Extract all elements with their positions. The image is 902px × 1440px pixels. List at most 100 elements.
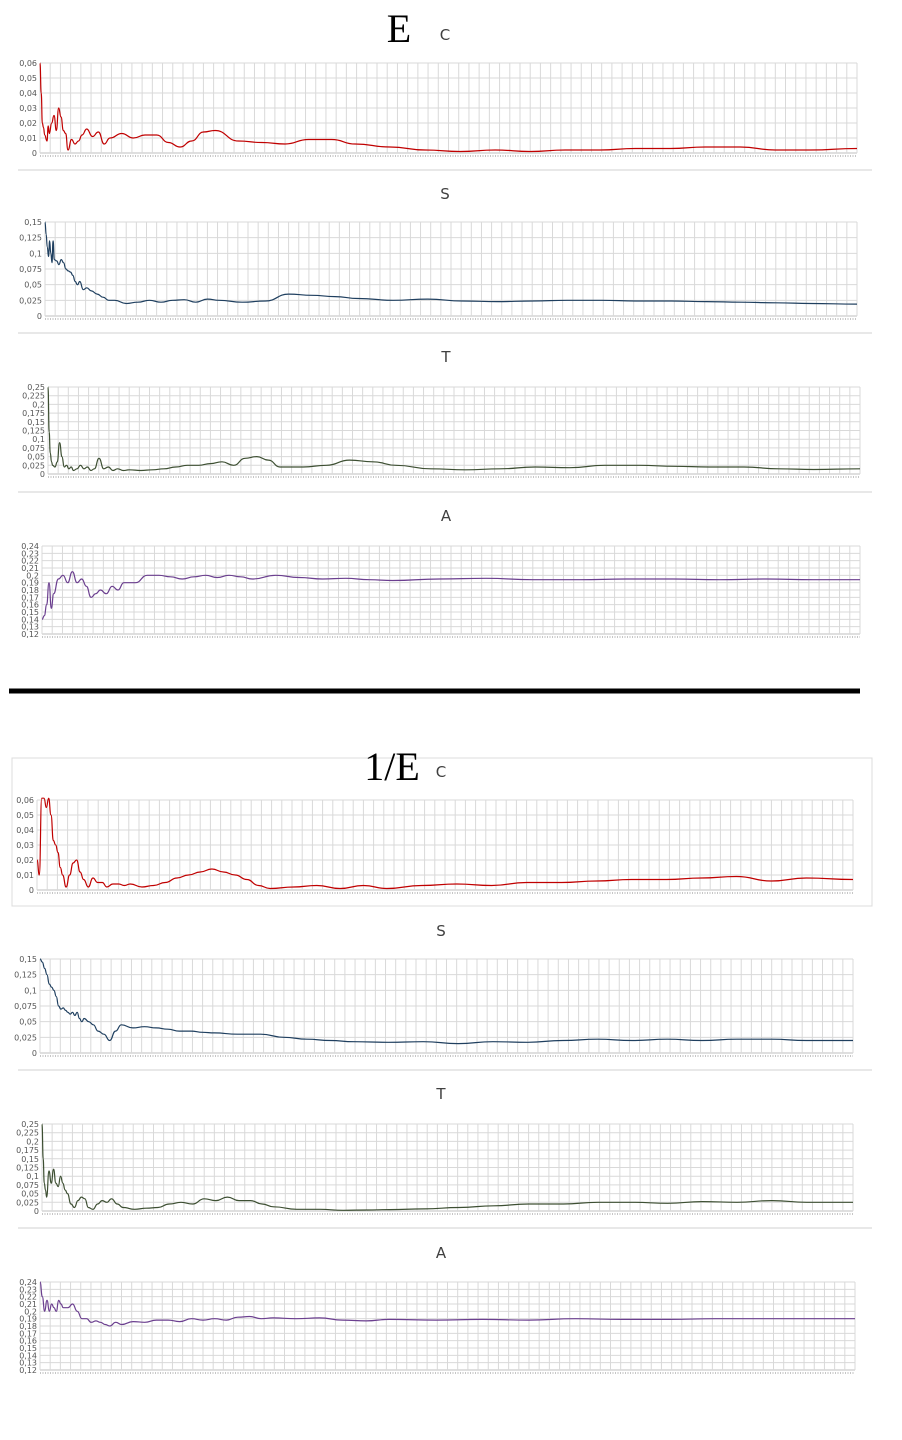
y-tick-label: 0,075 <box>14 1002 37 1011</box>
y-tick-label: 0,025 <box>14 1033 37 1042</box>
y-tick-label: 0,15 <box>21 1155 39 1164</box>
y-tick-label: 0,05 <box>24 281 42 290</box>
y-tick-label: 0 <box>29 886 34 895</box>
y-tick-label: 0,175 <box>16 1146 39 1155</box>
y-tick-label: 0,14 <box>21 615 39 624</box>
chart-title: S <box>436 922 446 940</box>
y-tick-label: 0,21 <box>19 1300 37 1309</box>
y-tick-label: 0,025 <box>16 1198 39 1207</box>
y-tick-label: 0,125 <box>14 971 37 980</box>
y-tick-label: 0,15 <box>19 1344 37 1353</box>
chart-e-c: C 0 0,01 0,02 0,03 0,04 0,05 0,06 <box>18 26 872 171</box>
y-tick-label: 0,225 <box>16 1129 39 1138</box>
series-line <box>41 1123 853 1211</box>
y-tick-label: 0,03 <box>16 841 34 850</box>
y-tick-label: 0,05 <box>19 74 37 83</box>
y-tick-label: 0,21 <box>21 564 39 573</box>
y-tick-label: 0,05 <box>19 1018 37 1027</box>
y-tick-label: 0,22 <box>21 557 39 566</box>
chart-1e-c: C 0 0,01 0,02 0,03 0,04 0,05 0,06 <box>16 763 854 895</box>
chart-title: C <box>436 763 446 781</box>
chart-title: A <box>436 1244 447 1262</box>
y-tick-label: 0,1 <box>24 986 37 995</box>
section-title-1-over-e: 1/E <box>364 744 420 789</box>
y-tick-label: 0,24 <box>19 1278 37 1287</box>
charts-group: C00,010,020,030,040,050,06S00,0250,050,0… <box>14 26 872 1375</box>
y-tick-label: 0,24 <box>21 542 39 551</box>
chart-e-t: T 00,0250,050,0750,10,1250,150,1750,20,22… <box>18 348 872 493</box>
y-tick-label: 0 <box>37 312 42 321</box>
y-tick-label: 0,04 <box>16 826 34 835</box>
y-tick-label: 0,04 <box>19 89 37 98</box>
y-tick-label: 0,125 <box>22 427 45 436</box>
y-tick-label: 0,2 <box>32 400 45 409</box>
y-tick-label: 0,025 <box>19 296 42 305</box>
y-tick-label: 0,17 <box>19 1329 37 1338</box>
y-tick-label: 0,15 <box>21 608 39 617</box>
chart-1e-t: T 00,0250,050,0750,10,1250,150,1750,20,22… <box>16 1085 872 1229</box>
y-tick-label: 0,19 <box>19 1315 37 1324</box>
y-tick-label: 0,075 <box>22 444 45 453</box>
y-tick-label: 0,16 <box>21 601 39 610</box>
series-line <box>44 221 858 305</box>
y-tick-label: 0,02 <box>19 119 37 128</box>
y-tick-label: 0,01 <box>19 134 37 143</box>
y-tick-label: 0,25 <box>27 383 45 392</box>
y-tick-label: 0,2 <box>24 1307 37 1316</box>
y-tick-label: 0,18 <box>21 586 39 595</box>
chart-title: A <box>441 507 452 525</box>
y-tick-label: 0 <box>32 1049 37 1058</box>
y-tick-label: 0,14 <box>19 1351 37 1360</box>
chart-title: S <box>440 185 450 203</box>
y-tick-label: 0 <box>40 470 45 479</box>
y-tick-label: 0,13 <box>19 1359 37 1368</box>
y-tick-label: 0,12 <box>19 1366 37 1375</box>
y-tick-label: 0,02 <box>16 856 34 865</box>
y-tick-label: 0,12 <box>21 630 39 639</box>
y-tick-label: 0,175 <box>22 409 45 418</box>
y-tick-label: 0,03 <box>19 104 37 113</box>
y-tick-label: 0,01 <box>16 871 34 880</box>
y-tick-label: 0,06 <box>16 796 34 805</box>
series-line <box>47 386 861 472</box>
y-tick-label: 0,025 <box>22 461 45 470</box>
y-tick-label: 0,25 <box>21 1120 39 1129</box>
y-tick-label: 0,23 <box>21 549 39 558</box>
y-tick-label: 0,125 <box>19 234 42 243</box>
chart-1e-a: A 0,120,130,140,150,160,170,180,190,20,21… <box>19 1244 856 1375</box>
y-tick-label: 0,05 <box>27 453 45 462</box>
series-line <box>36 797 854 890</box>
y-tick-label: 0,125 <box>16 1164 39 1173</box>
y-tick-label: 0,16 <box>19 1337 37 1346</box>
y-tick-label: 0,075 <box>16 1181 39 1190</box>
chart-title: T <box>440 348 451 366</box>
y-tick-label: 0,17 <box>21 593 39 602</box>
y-tick-label: 0,23 <box>19 1285 37 1294</box>
chart-e-s: S 0 0,025 0,05 0,075 0,1 0,125 0,15 <box>18 185 872 334</box>
series-line <box>39 62 858 153</box>
y-tick-label: 0,06 <box>19 59 37 68</box>
chart-1e-s: S 0 0,025 0,05 0,075 0,1 0,125 0,15 <box>14 922 872 1071</box>
y-tick-label: 0 <box>34 1207 39 1216</box>
y-tick-label: 0 <box>32 149 37 158</box>
y-tick-label: 0,18 <box>19 1322 37 1331</box>
series-line <box>39 958 853 1045</box>
series-line <box>41 571 860 620</box>
chart-frame-1e-c <box>11 757 873 907</box>
y-tick-label: 0,075 <box>19 265 42 274</box>
y-tick-label: 0,1 <box>32 435 45 444</box>
y-tick-label: 0,05 <box>21 1190 39 1199</box>
y-tick-label: 0,05 <box>16 811 34 820</box>
y-tick-label: 0,2 <box>26 571 39 580</box>
y-tick-label: 0,1 <box>29 249 42 258</box>
y-tick-label: 0,225 <box>22 392 45 401</box>
y-tick-label: 0,15 <box>19 955 37 964</box>
y-tick-label: 0,22 <box>19 1293 37 1302</box>
y-tick-label: 0,1 <box>26 1172 39 1181</box>
chart-title: T <box>435 1085 446 1103</box>
chart-e-a: A 0,120,130,140,150,160,170,180,190,20,21… <box>21 507 861 639</box>
y-tick-label: 0,19 <box>21 579 39 588</box>
section-title-e: E <box>387 6 411 51</box>
y-tick-label: 0,13 <box>21 623 39 632</box>
